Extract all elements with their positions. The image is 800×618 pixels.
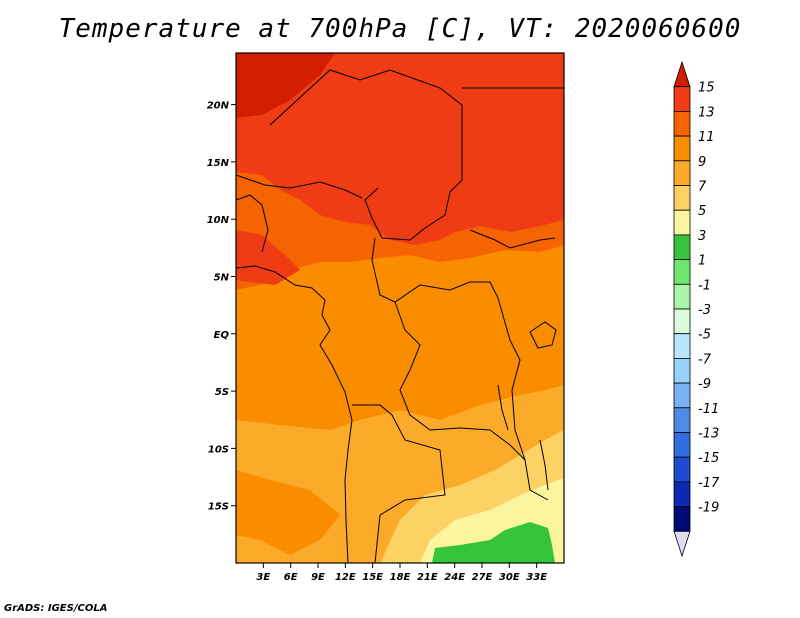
lon-tick-label: 18E [390,572,411,583]
lat-tick-label: 15N [207,158,230,169]
field-band-1-3 [432,522,555,563]
colorbar-segment [673,209,691,236]
colorbar-segment [673,60,691,88]
field-band-15-plus [236,53,335,118]
colorbar-label: -15 [698,451,719,466]
colorbar-label: 7 [698,180,707,195]
colorbar-label: -11 [698,402,719,417]
boundary-east [497,297,549,501]
lat-tick-label: 15S [208,502,229,513]
latitude-ticks: 20N 15N 10N 5N EQ 5S 10S 15S [207,101,236,513]
colorbar-label: 3 [698,229,706,244]
lake-victoria [529,321,557,349]
colorbar-label: -13 [698,427,719,442]
country-boundaries [236,69,564,563]
colorbar-label: -19 [698,501,719,516]
boundary-congo [394,301,526,461]
colorbar-label: -9 [698,377,711,392]
colorbar-label: -1 [698,278,711,293]
colorbar-segment [673,333,691,359]
colorbar-segment [673,357,691,384]
lon-tick-label: 12E [335,572,356,583]
colorbar: 15 13 11 9 7 5 3 1 -1 -3 -5 -7 -9 -11 -13 -15 -17 -19 [673,60,720,558]
colorbar-label: 9 [698,155,706,170]
lon-tick-label: 27E [472,572,493,583]
colorbar-segment [673,481,691,507]
boundary-sahel [236,174,363,199]
colorbar-segment [673,456,691,483]
field-band-13-15 [236,53,564,245]
lat-tick-label: 10N [207,215,230,226]
field-band-13-15-west [236,230,300,285]
colorbar-label: 11 [698,130,715,145]
field-patch-9-11 [236,470,340,555]
lon-tick-label: 3E [256,572,270,583]
lon-tick-label: 15E [362,572,383,583]
lon-tick-label: 9E [311,572,325,583]
lake-malawi [539,439,549,491]
lon-tick-label: 24E [444,572,465,583]
lat-tick-label: 5S [215,387,229,398]
boundary-angola [352,404,446,563]
colorbar-segment [673,259,691,285]
colorbar-segment [673,432,691,458]
colorbar-segment [673,382,691,409]
boundary-west-coast [236,194,269,253]
credit-label: GrADS: IGES/COLA [4,603,108,614]
colorbar-label: -7 [698,352,712,367]
lat-tick-label: 10S [208,444,229,455]
colorbar-segment [673,185,691,211]
colorbar-segment [673,407,691,433]
lat-tick-label: 5N [214,272,230,283]
colorbar-segment [673,160,691,186]
colorbar-segment [673,506,691,532]
colorbar-segment [673,308,691,335]
colorbar-segment [673,530,691,558]
lon-tick-label: 30E [499,572,520,583]
colorbar-label: -17 [698,476,720,491]
lake-tanganyika [497,384,509,431]
colorbar-label: 15 [698,81,715,96]
map-title: Temperature at 700hPa [C], VT: 202006060… [58,14,742,44]
longitude-ticks: 3E 6E 9E 12E 15E 18E 21E 24E 27E 30E 33E [256,563,547,583]
boundary-north [269,69,463,241]
lat-tick-label: 20N [207,101,230,112]
lon-tick-label: 33E [526,572,547,583]
boundary-sudan [462,87,564,249]
colorbar-label: -3 [698,303,711,318]
lon-tick-label: 6E [284,572,298,583]
colorbar-label: 13 [698,105,715,120]
boundary-central-africa [371,237,499,303]
colorbar-segment [673,135,691,162]
colorbar-label: 5 [698,204,706,219]
colorbar-label: -5 [698,328,711,343]
colorbar-segment [673,86,691,112]
lat-tick-label: EQ [214,330,230,341]
temperature-field [236,53,564,563]
colorbar-segment [673,111,691,137]
lon-tick-label: 21E [417,572,438,583]
colorbar-segment [673,234,691,260]
colorbar-segment [673,283,691,310]
colorbar-label: 1 [698,254,706,269]
coastline-gulf-of-guinea [236,265,353,563]
